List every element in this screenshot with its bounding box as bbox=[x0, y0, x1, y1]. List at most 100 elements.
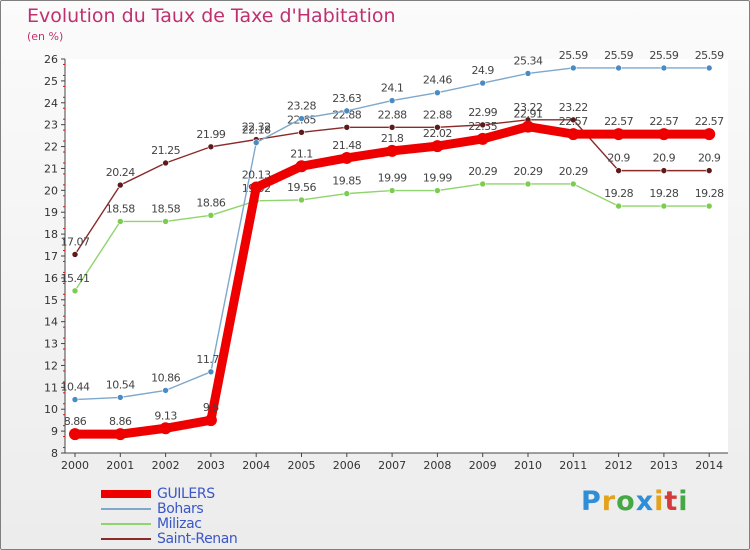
brand-letter: P bbox=[581, 486, 602, 517]
y-tick-label: 9 bbox=[51, 425, 58, 438]
y-tick-label: 8 bbox=[51, 447, 58, 460]
data-label: 19.99 bbox=[423, 172, 452, 185]
data-label: 19.28 bbox=[649, 187, 678, 200]
data-point bbox=[117, 218, 124, 225]
data-label: 25.59 bbox=[649, 49, 678, 62]
x-tick-label: 2005 bbox=[288, 459, 316, 472]
data-label: 23.28 bbox=[287, 100, 316, 113]
data-point bbox=[204, 414, 217, 427]
legend-label: Bohars bbox=[157, 501, 204, 517]
brand-letter: i bbox=[678, 486, 689, 517]
data-label: 22.18 bbox=[242, 124, 271, 137]
data-label: 22.35 bbox=[468, 120, 497, 133]
legend-swatch bbox=[101, 523, 151, 525]
legend-label: GUILERS bbox=[157, 486, 215, 502]
data-label: 10.44 bbox=[61, 381, 90, 394]
x-tick-label: 2008 bbox=[423, 459, 451, 472]
data-point bbox=[343, 123, 351, 131]
data-label: 21.1 bbox=[290, 147, 313, 160]
data-point bbox=[69, 428, 81, 441]
data-label: 23.22 bbox=[559, 101, 588, 114]
data-point bbox=[340, 151, 353, 164]
data-point bbox=[657, 128, 670, 141]
data-point bbox=[615, 202, 622, 210]
legend-swatch bbox=[101, 490, 151, 498]
legend-label: Saint-Renan bbox=[157, 531, 238, 547]
data-point bbox=[298, 115, 305, 122]
data-point bbox=[207, 143, 215, 151]
series-guilers: 8.86 8.86 9.13 9.5 20.13 21.1 21.48 21.8 22.02 22… bbox=[64, 108, 725, 441]
y-axis-unit: (en %) bbox=[27, 30, 64, 43]
data-label: 19.99 bbox=[378, 172, 407, 185]
data-point bbox=[660, 167, 668, 174]
data-point bbox=[162, 159, 169, 167]
y-tick-label: 21 bbox=[44, 162, 58, 175]
y-tick-label: 13 bbox=[44, 338, 58, 351]
data-label: 18.58 bbox=[151, 202, 180, 215]
series-milizac: 15.4118.5818.5818.8619.5219.5619.8519.99… bbox=[61, 165, 725, 295]
data-label: 24.1 bbox=[381, 82, 404, 95]
y-tick-label: 18 bbox=[44, 228, 58, 241]
data-label: 20.9 bbox=[698, 152, 721, 165]
data-point bbox=[569, 116, 577, 124]
data-point bbox=[569, 64, 577, 72]
data-point bbox=[114, 428, 127, 441]
data-point bbox=[71, 251, 79, 258]
data-point bbox=[569, 180, 577, 188]
data-point bbox=[524, 180, 532, 188]
x-tick-label: 2003 bbox=[197, 459, 225, 472]
y-tick-label: 19 bbox=[44, 206, 58, 219]
x-tick-label: 2011 bbox=[559, 459, 587, 472]
data-label: 21.99 bbox=[196, 128, 225, 141]
legend-label: Milizac bbox=[157, 516, 202, 532]
data-label: 18.86 bbox=[196, 196, 225, 209]
y-tick-label: 24 bbox=[44, 97, 58, 110]
brand-letter: x bbox=[635, 486, 655, 517]
data-label: 23.22 bbox=[514, 101, 543, 114]
data-point bbox=[434, 123, 441, 131]
y-tick-label: 20 bbox=[44, 184, 58, 197]
data-point bbox=[476, 132, 489, 145]
legend-item: Bohars bbox=[101, 501, 321, 517]
x-tick-label: 2010 bbox=[514, 459, 542, 472]
data-label: 22.32 bbox=[242, 121, 271, 134]
data-point bbox=[295, 160, 308, 173]
x-tick-label: 2012 bbox=[605, 459, 633, 472]
plot-area bbox=[65, 59, 728, 453]
data-label: 20.29 bbox=[514, 165, 543, 178]
data-label: 20.24 bbox=[106, 166, 135, 179]
data-point bbox=[207, 368, 215, 376]
data-point bbox=[479, 180, 487, 188]
brand-logo: Proxiti bbox=[581, 486, 689, 517]
y-tick-label: 17 bbox=[44, 250, 58, 263]
brand-letter: o bbox=[616, 486, 636, 517]
data-label: 22.91 bbox=[514, 108, 543, 121]
data-point bbox=[479, 121, 487, 129]
y-tick-label: 11 bbox=[44, 381, 58, 394]
data-label: 22.57 bbox=[649, 115, 678, 128]
data-label: 20.9 bbox=[653, 152, 676, 165]
data-point bbox=[162, 218, 169, 225]
data-label: 25.59 bbox=[604, 49, 633, 62]
data-point bbox=[434, 187, 441, 194]
data-point bbox=[524, 70, 532, 77]
data-label: 18.58 bbox=[106, 202, 135, 215]
x-tick-label: 2000 bbox=[61, 459, 89, 472]
data-label: 9.13 bbox=[154, 409, 177, 422]
data-label: 23.63 bbox=[332, 92, 361, 105]
y-tick-label: 14 bbox=[44, 316, 58, 329]
data-point bbox=[660, 64, 668, 72]
data-point bbox=[71, 396, 79, 403]
x-tick-label: 2004 bbox=[242, 459, 270, 472]
x-tick-label: 2006 bbox=[333, 459, 361, 472]
data-label: 21.8 bbox=[381, 132, 404, 145]
data-point bbox=[207, 211, 215, 219]
data-point bbox=[117, 394, 124, 401]
data-label: 19.85 bbox=[332, 175, 361, 188]
y-tick-label: 26 bbox=[44, 53, 58, 66]
data-label: 25.34 bbox=[514, 54, 543, 67]
data-label: 24.9 bbox=[471, 64, 494, 77]
y-tick-label: 22 bbox=[44, 141, 58, 154]
data-point bbox=[522, 120, 534, 133]
